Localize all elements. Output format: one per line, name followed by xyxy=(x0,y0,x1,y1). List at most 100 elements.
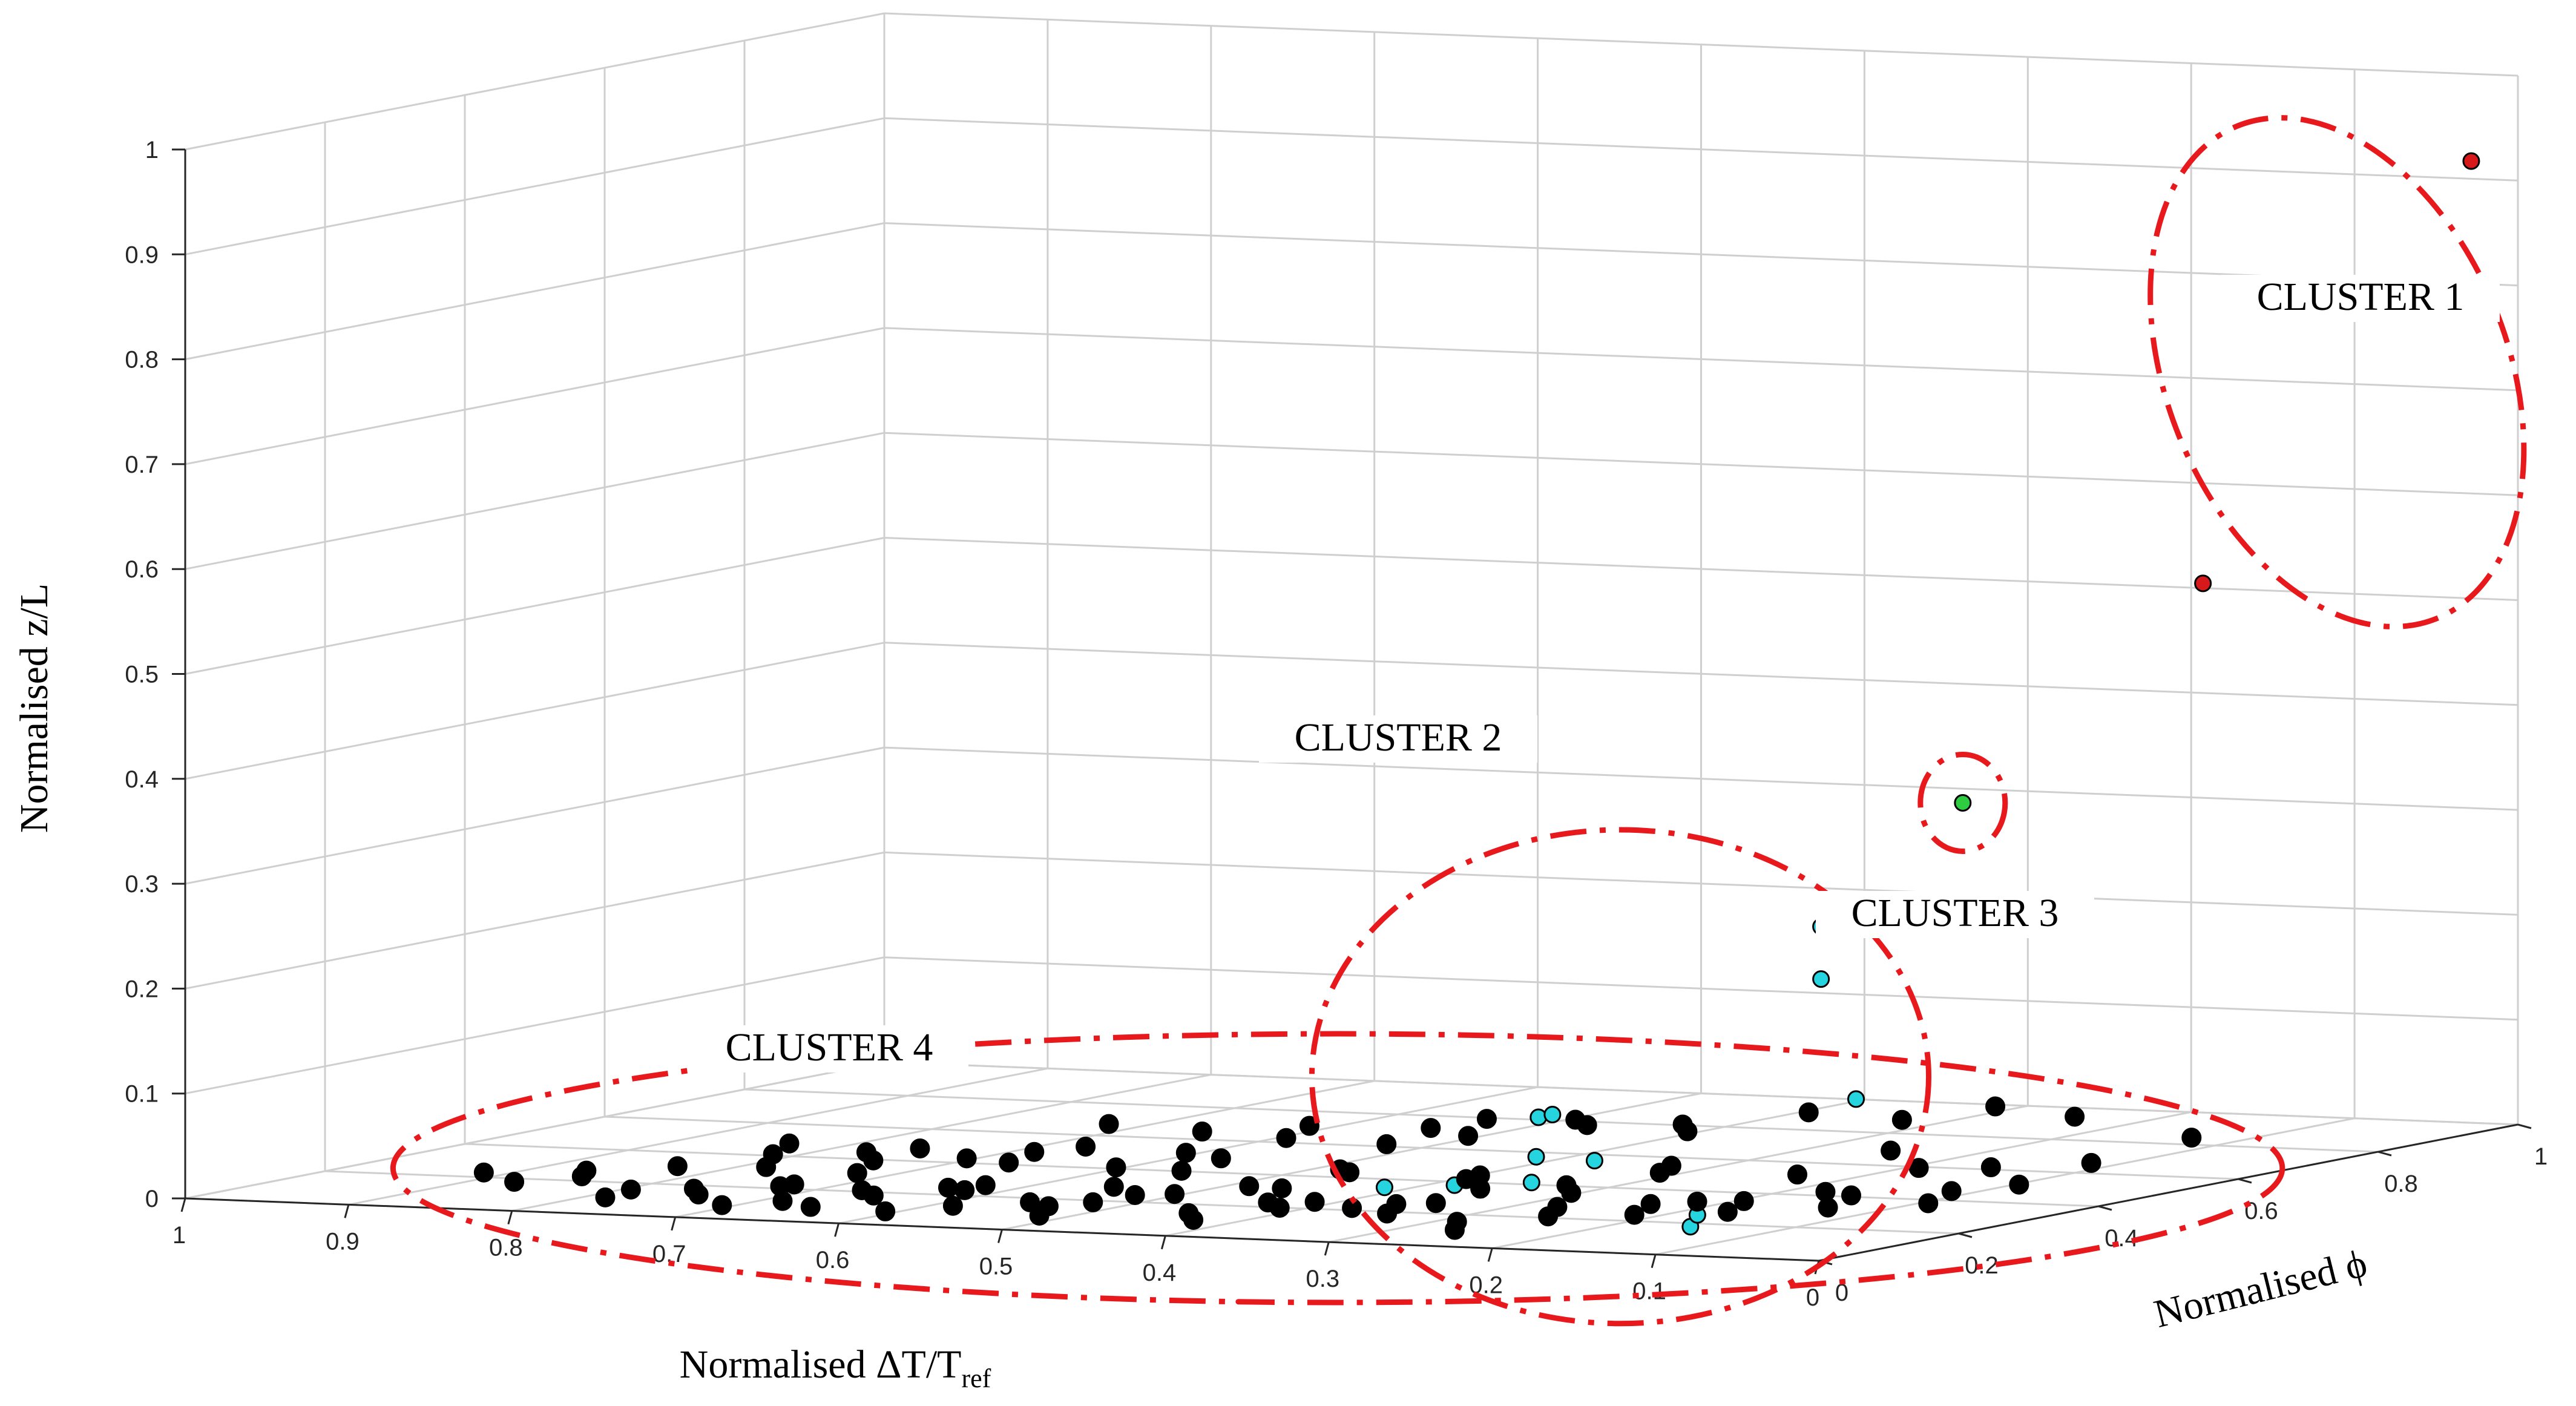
data-point xyxy=(975,1175,996,1195)
x-tick-mark xyxy=(834,1223,840,1237)
data-point xyxy=(1106,1157,1126,1178)
data-point xyxy=(2181,1128,2202,1148)
data-point xyxy=(1299,1115,1319,1136)
y-tick-mark xyxy=(2098,1205,2112,1211)
data-point xyxy=(1881,1140,1901,1161)
data-point xyxy=(1024,1142,1045,1162)
data-point xyxy=(1304,1192,1325,1212)
data-point xyxy=(683,1178,704,1199)
back-wall-gridline xyxy=(884,851,2518,916)
axis-layer xyxy=(172,148,2532,1275)
data-point xyxy=(1624,1204,1644,1225)
x-tick-label: 0.8 xyxy=(489,1235,523,1261)
x-tick-mark xyxy=(671,1217,677,1231)
floor-gridline xyxy=(348,1067,1048,1206)
data-point xyxy=(1020,1192,1040,1212)
data-point xyxy=(1841,1185,1861,1206)
z-tick-label: 0.9 xyxy=(125,241,159,268)
data-point xyxy=(1377,1203,1398,1224)
back-wall-gridline xyxy=(884,117,2518,182)
z-tick-label: 0.8 xyxy=(125,347,159,373)
y-tick-mark xyxy=(1958,1232,1973,1238)
data-point xyxy=(863,1150,884,1171)
back-wall-gridline xyxy=(884,1061,2518,1126)
side-wall-gridline xyxy=(185,956,885,1095)
back-wall-gridline xyxy=(884,746,2518,811)
floor-gridline xyxy=(1655,1117,2355,1256)
x-axis-title-main: Normalised ΔT/T xyxy=(680,1342,962,1387)
y-tick-label: 0.8 xyxy=(2384,1171,2418,1197)
floor-gridline xyxy=(324,1170,1959,1235)
x-tick-mark xyxy=(180,1198,186,1212)
data-point xyxy=(1421,1118,1441,1138)
z-tick-label: 0.6 xyxy=(125,556,159,583)
data-point-layer xyxy=(473,152,2480,1240)
data-point xyxy=(910,1138,930,1158)
data-point xyxy=(942,1195,963,1216)
y-axis-title: Normalised ϕ xyxy=(2150,1241,2371,1336)
z-tick-label: 0.4 xyxy=(125,766,159,793)
z-tick-label: 0.5 xyxy=(125,662,159,688)
data-point xyxy=(1269,1198,1290,1218)
data-point xyxy=(999,1152,1019,1173)
data-point xyxy=(1476,1109,1497,1129)
data-point xyxy=(1339,1162,1360,1183)
z-tick-label: 0.1 xyxy=(125,1081,159,1108)
data-point xyxy=(1649,1163,1670,1183)
cluster-label: CLUSTER 4 xyxy=(726,1025,933,1069)
side-wall-gridline xyxy=(185,12,885,151)
tick-label-layer: 1 0.9 0.8 0.7 0.6 0.5 0.4 0.3 0.2 0.1 0 00.20.40.60… xyxy=(125,137,2548,1311)
data-point xyxy=(2462,152,2480,170)
x-tick-label: 0.1 xyxy=(1632,1278,1666,1305)
data-point xyxy=(1798,1102,1819,1123)
back-wall-gridline xyxy=(884,432,2518,496)
data-point xyxy=(779,1133,800,1154)
data-point xyxy=(1076,1136,1096,1157)
data-point xyxy=(772,1191,793,1211)
floor-gridline xyxy=(1165,1099,1865,1237)
cluster-label-background xyxy=(1259,715,1537,763)
y-tick-mark xyxy=(2517,1123,2532,1129)
back-wall-gridline xyxy=(884,642,2518,706)
y-tick-mark xyxy=(2377,1151,2392,1157)
floor-gridline xyxy=(1491,1111,2192,1249)
x-tick-label: 0.5 xyxy=(979,1253,1013,1280)
floor-gridline xyxy=(1329,1105,2028,1243)
data-point xyxy=(1375,1178,1393,1197)
cluster-outline xyxy=(390,1031,2285,1306)
data-point xyxy=(763,1144,783,1165)
data-point xyxy=(504,1172,525,1192)
data-point xyxy=(1165,1184,1185,1204)
data-point xyxy=(1672,1114,1693,1135)
grid-layer xyxy=(184,12,2519,1262)
data-point xyxy=(800,1197,821,1217)
data-point xyxy=(1125,1184,1145,1205)
data-point xyxy=(1425,1193,1446,1214)
x-tick-mark xyxy=(1487,1248,1493,1262)
x-axis-title: Normalised ΔT/Tref xyxy=(680,1342,991,1393)
data-point xyxy=(863,1185,884,1206)
z-tick-label: 0.2 xyxy=(125,976,159,1002)
data-point xyxy=(1527,1148,1545,1166)
z-tick-label: 1 xyxy=(145,137,159,163)
cluster-label: CLUSTER 3 xyxy=(1852,891,2059,935)
floor-gridline xyxy=(744,1088,2379,1153)
data-point xyxy=(576,1160,597,1181)
data-point xyxy=(1192,1122,1212,1142)
data-point xyxy=(1272,1178,1292,1198)
data-point xyxy=(667,1156,688,1177)
z-tick-label: 0.3 xyxy=(125,871,159,898)
data-point xyxy=(1099,1114,1119,1134)
data-point xyxy=(1640,1194,1661,1214)
cluster-label: CLUSTER 1 xyxy=(2257,275,2465,319)
data-point xyxy=(595,1187,616,1207)
x-tick-mark xyxy=(1324,1241,1330,1256)
side-wall-gridline xyxy=(185,117,885,255)
data-point xyxy=(1470,1178,1491,1199)
z-tick-label: 0 xyxy=(145,1186,159,1212)
data-point xyxy=(1175,1143,1196,1163)
x-tick-mark xyxy=(1160,1235,1166,1250)
data-point xyxy=(2009,1174,2029,1195)
data-point xyxy=(620,1179,641,1200)
y-tick-label: 0 xyxy=(1835,1280,1848,1306)
